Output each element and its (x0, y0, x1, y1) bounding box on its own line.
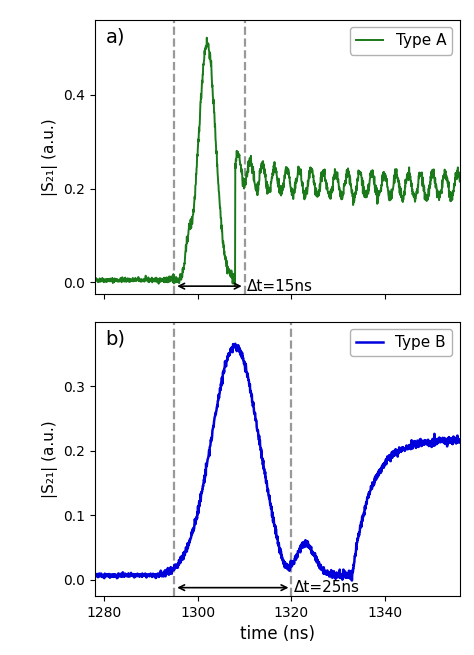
X-axis label: time (ns): time (ns) (240, 626, 315, 643)
Text: Δt=25ns: Δt=25ns (294, 580, 360, 595)
Text: b): b) (106, 330, 126, 349)
Legend: Type B: Type B (349, 329, 452, 356)
Text: Δt=15ns: Δt=15ns (247, 278, 313, 293)
Legend: Type A: Type A (350, 28, 452, 54)
Y-axis label: |S₂₁| (a.u.): |S₂₁| (a.u.) (42, 118, 58, 196)
Y-axis label: |S₂₁| (a.u.): |S₂₁| (a.u.) (42, 420, 57, 498)
Text: a): a) (106, 28, 125, 47)
